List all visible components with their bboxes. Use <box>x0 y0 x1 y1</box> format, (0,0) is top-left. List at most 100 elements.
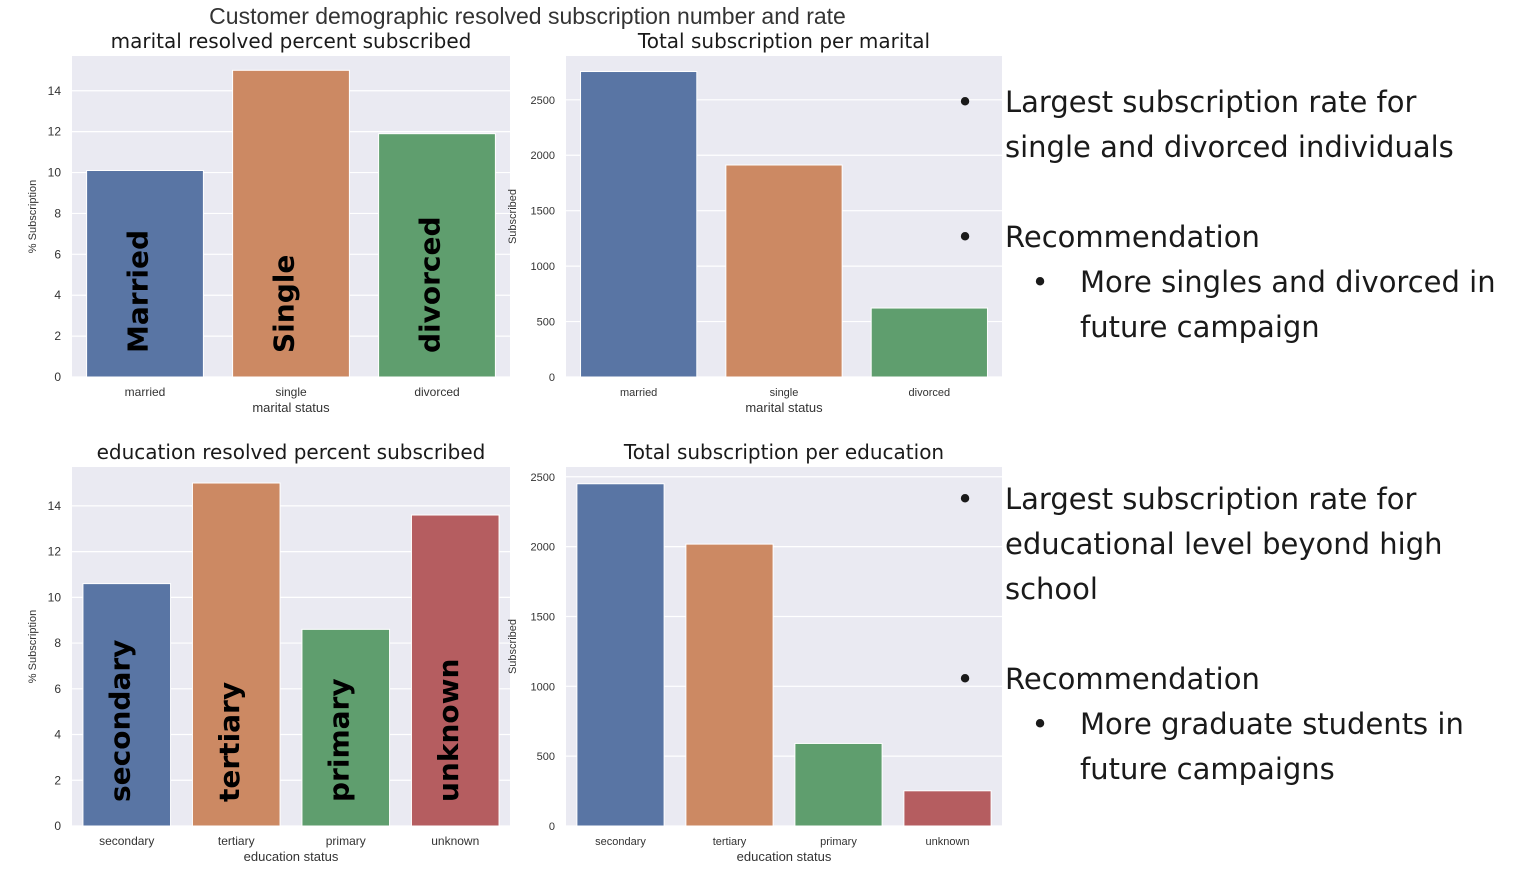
y-tick-label: 1000 <box>531 681 555 693</box>
x-tick-label: tertiary <box>218 834 255 848</box>
y-tick-label: 0 <box>54 370 61 384</box>
bar-primary <box>794 742 883 827</box>
chart-title: education resolved percent subscribed <box>97 440 486 464</box>
bar-annotation: tertiary <box>213 682 246 802</box>
bullet-icon: • <box>1031 707 1049 741</box>
x-tick-label: unknown <box>925 836 969 848</box>
y-tick-label: 12 <box>48 125 62 139</box>
chart-title: Total subscription per marital <box>637 29 930 53</box>
y-tick-label: 2000 <box>531 542 555 554</box>
y-tick-label: 10 <box>48 590 62 604</box>
x-axis-label: marital status <box>745 400 823 415</box>
y-tick-label: 0 <box>549 372 555 384</box>
x-tick-label: primary <box>326 834 366 848</box>
y-tick-label: 2500 <box>531 95 555 107</box>
bar-tertiary <box>685 543 774 827</box>
marital-finding: Largest subscription rate for single and… <box>1005 85 1454 164</box>
bullet-icon: • <box>956 220 974 254</box>
bar-married <box>86 169 204 378</box>
y-tick-label: 2000 <box>531 150 555 162</box>
x-tick-label: divorced <box>414 385 459 399</box>
y-tick-label: 8 <box>54 636 61 650</box>
x-tick-label: secondary <box>595 836 646 848</box>
y-tick-label: 1500 <box>531 611 555 623</box>
x-axis-label: education status <box>244 849 339 864</box>
y-tick-label: 6 <box>54 247 61 261</box>
note-bullet: • Recommendation <box>955 215 1500 260</box>
x-tick-label: tertiary <box>713 836 747 848</box>
y-tick-label: 2 <box>54 773 61 787</box>
x-tick-label: primary <box>820 836 857 848</box>
bar-secondary <box>82 583 172 827</box>
note-bullet: • Largest subscription rate for single a… <box>955 80 1500 170</box>
y-tick-label: 14 <box>48 499 62 513</box>
x-axis-label: marital status <box>252 400 330 415</box>
y-tick-label: 2 <box>54 329 61 343</box>
y-tick-label: 1500 <box>531 206 555 218</box>
bar-divorced <box>870 307 988 378</box>
x-tick-label: secondary <box>99 834 154 848</box>
bullet-icon: • <box>956 85 974 119</box>
education-notes: • Largest subscription rate for educatio… <box>955 477 1500 792</box>
x-tick-label: unknown <box>431 834 479 848</box>
y-tick-label: 500 <box>537 751 555 763</box>
x-tick-label: divorced <box>909 387 951 399</box>
y-axis-label: % Subscription <box>27 610 39 683</box>
y-tick-label: 10 <box>48 166 62 180</box>
bar-annotation: Single <box>268 255 301 353</box>
y-tick-label: 0 <box>54 819 61 833</box>
bar-single <box>232 69 350 378</box>
bar-annotation: divorced <box>414 216 447 353</box>
bar-divorced <box>378 133 496 378</box>
y-axis-label: % Subscription <box>27 180 39 253</box>
y-tick-label: 4 <box>54 288 61 302</box>
bullet-icon: • <box>1031 265 1049 299</box>
x-tick-label: single <box>770 387 799 399</box>
bar-married <box>580 71 698 378</box>
y-axis-label: Subscribed <box>507 619 519 674</box>
marital-recommendation-label: Recommendation <box>1005 220 1260 254</box>
bar-annotation: secondary <box>103 640 136 802</box>
bar-primary <box>301 628 391 827</box>
bullet-icon: • <box>956 662 974 696</box>
note-sub-bullet: • More singles and divorced in future ca… <box>955 260 1500 350</box>
chart-title: Total subscription per education <box>623 440 944 464</box>
y-tick-label: 0 <box>549 821 555 833</box>
bar-secondary <box>576 483 665 827</box>
chart-title: marital resolved percent subscribed <box>111 29 472 53</box>
bullet-icon: • <box>956 482 974 516</box>
bar-annotation: unknown <box>432 659 465 802</box>
x-tick-label: married <box>125 385 166 399</box>
note-bullet: • Recommendation <box>955 657 1500 702</box>
y-tick-label: 1000 <box>531 261 555 273</box>
bar-annotation: primary <box>322 678 355 802</box>
figure-title: Customer demographic resolved subscripti… <box>209 3 846 29</box>
marital-notes: • Largest subscription rate for single a… <box>955 80 1500 350</box>
education-recommendation-label: Recommendation <box>1005 662 1260 696</box>
bar-tertiary <box>191 482 281 827</box>
y-tick-label: 2500 <box>531 472 555 484</box>
bar-unknown <box>410 514 500 827</box>
y-tick-label: 8 <box>54 206 61 220</box>
y-tick-label: 6 <box>54 682 61 696</box>
bar-single <box>725 164 843 378</box>
bar-unknown <box>903 790 992 827</box>
education-recommendation: More graduate students in future campaig… <box>1080 707 1464 786</box>
y-tick-label: 4 <box>54 728 61 742</box>
y-tick-label: 14 <box>48 84 62 98</box>
education-finding: Largest subscription rate for educationa… <box>1005 482 1443 606</box>
y-tick-label: 500 <box>537 317 555 329</box>
x-tick-label: single <box>275 385 307 399</box>
x-axis-label: education status <box>737 849 832 864</box>
y-tick-label: 12 <box>48 545 62 559</box>
x-tick-label: married <box>620 387 657 399</box>
bar-annotation: Married <box>122 230 155 353</box>
note-sub-bullet: • More graduate students in future campa… <box>955 702 1500 792</box>
note-bullet: • Largest subscription rate for educatio… <box>955 477 1500 612</box>
marital-recommendation: More singles and divorced in future camp… <box>1080 265 1496 344</box>
y-axis-label: Subscribed <box>507 189 519 244</box>
